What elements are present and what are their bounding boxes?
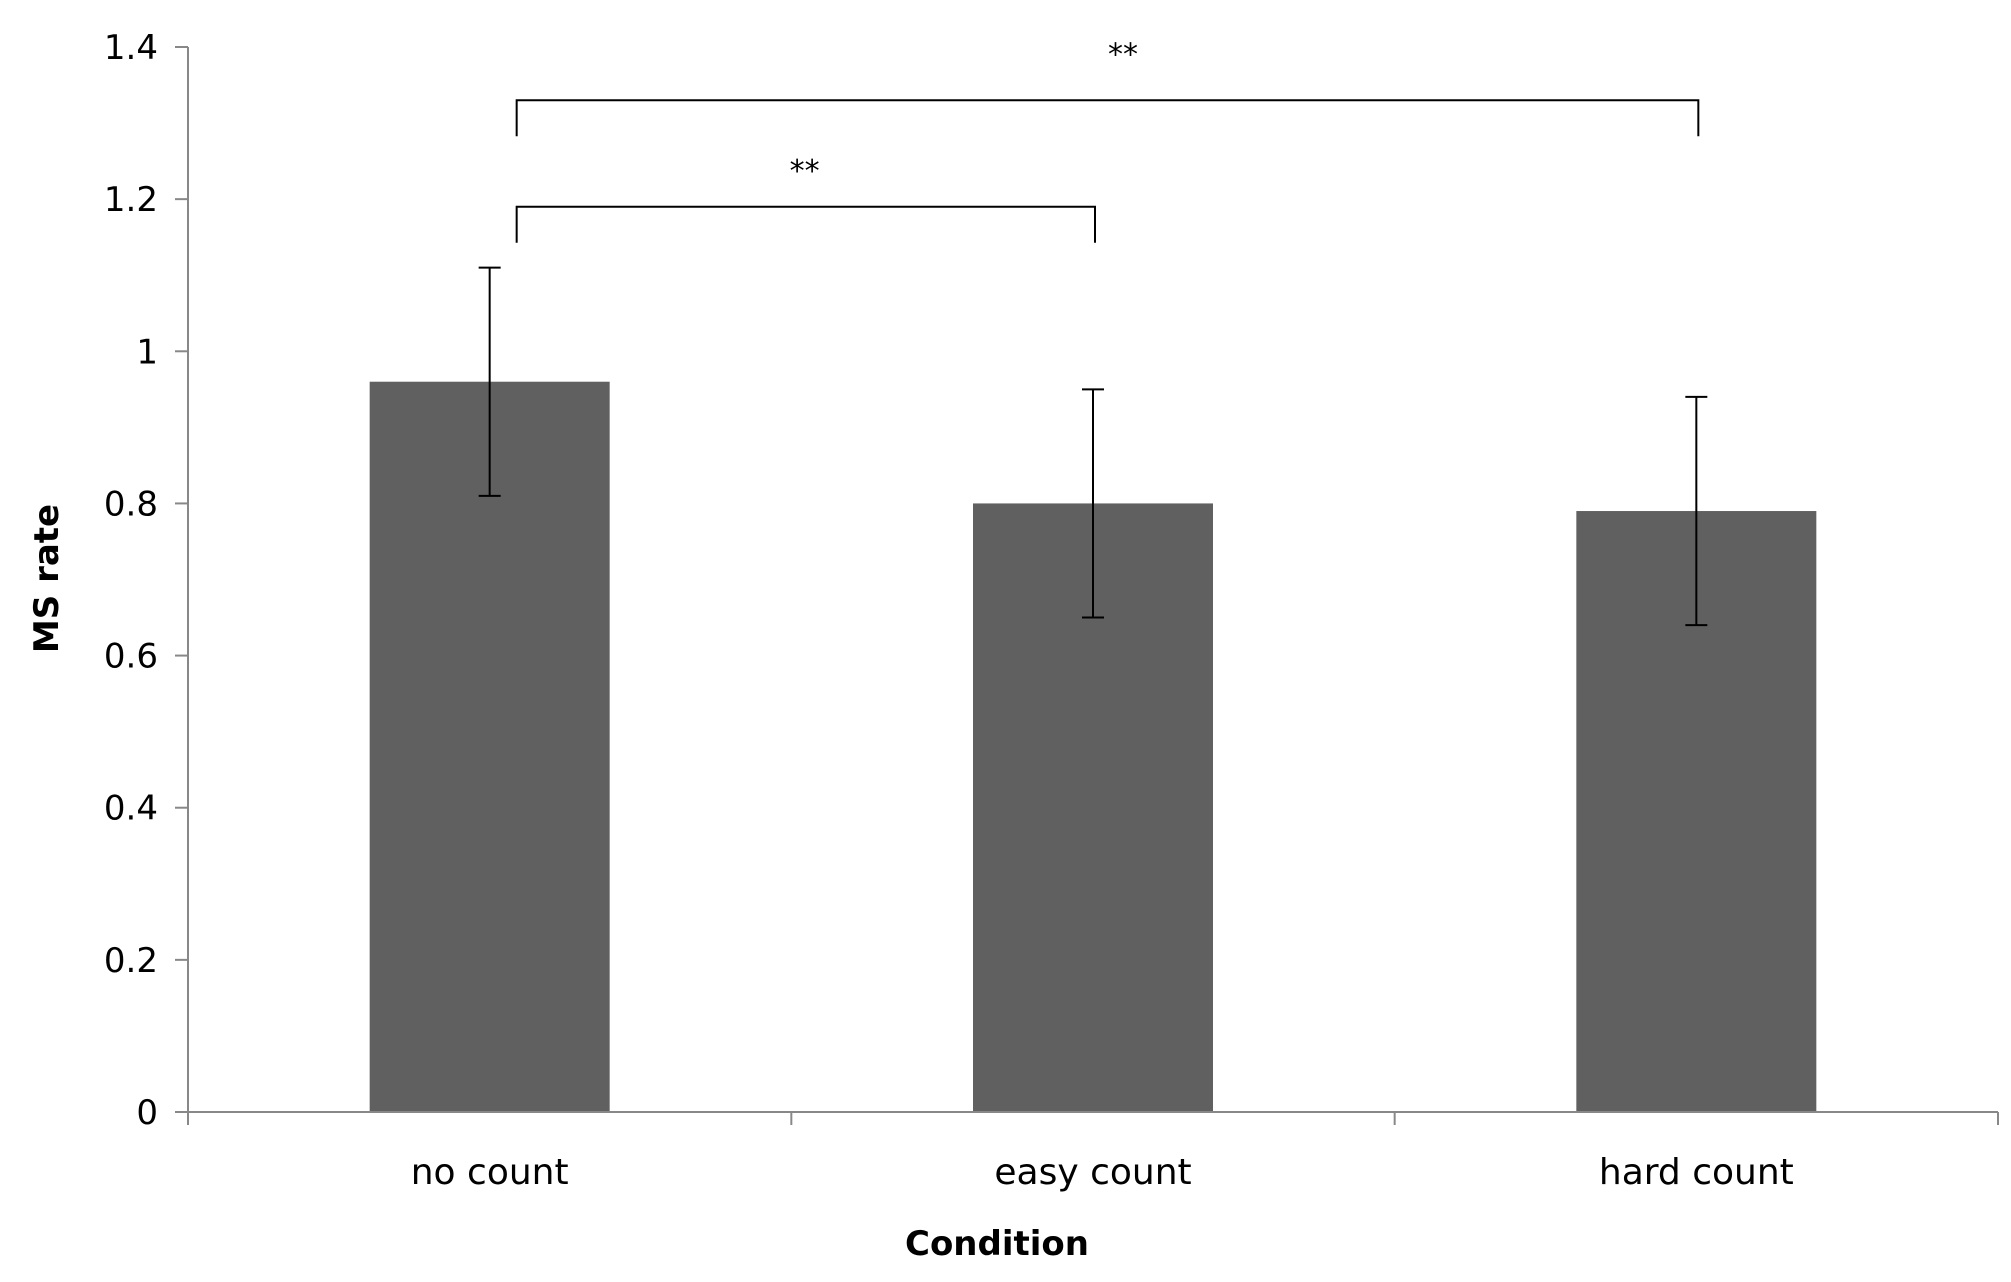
x-tick-label: no count [411,1152,569,1193]
significance-brackets: ** ** [515,37,1700,243]
x-tick-label: easy count [994,1152,1191,1193]
y-tick-label: 0.2 [104,941,158,981]
y-tick-label: 0.6 [104,637,158,677]
x-axis-title: Condition [905,1224,1089,1264]
bars [369,381,1817,1112]
y-tick-label: 1.2 [104,180,158,220]
x-tick-label: hard count [1599,1152,1794,1193]
x-axis-labels: no count easy count hard count [411,1152,1794,1193]
y-axis-ticks: 0 0.2 0.4 0.6 0.8 1 1.2 1.4 [104,28,188,1133]
significance-label: ** [790,154,820,189]
y-tick-label: 1 [136,332,158,372]
axes [175,47,1999,1125]
significance-bracket [515,205,1096,243]
y-tick-label: 0.8 [104,484,158,524]
bar [369,381,610,1112]
y-axis-title: MS rate [27,504,67,653]
significance-label: ** [1108,37,1138,72]
y-tick-label: 1.4 [104,28,158,68]
y-tick-label: 0 [136,1093,158,1133]
y-tick-label: 0.4 [104,789,158,829]
error-bars [478,266,1708,627]
significance-bracket [515,99,1700,137]
